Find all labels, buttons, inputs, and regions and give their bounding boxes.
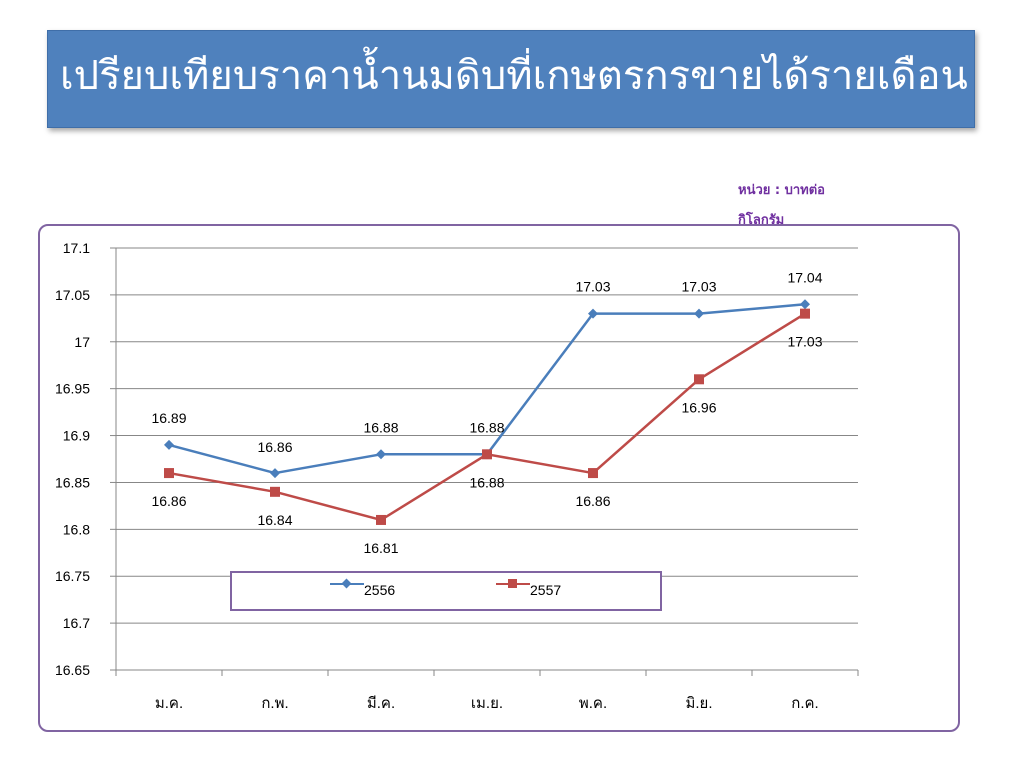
data-label-2557: 17.03: [787, 334, 822, 350]
data-point-2557: [588, 468, 598, 479]
y-tick-label: 16.75: [55, 568, 90, 584]
x-tick-label: มี.ค.: [367, 695, 395, 712]
x-tick-label: ก.ค.: [791, 695, 818, 712]
x-tick-label: มิ.ย.: [685, 695, 712, 712]
data-label-2557: 16.96: [681, 399, 716, 415]
data-point-2557: [270, 486, 280, 497]
x-tick-label: พ.ค.: [579, 695, 607, 712]
y-tick-label: 17.05: [55, 287, 90, 303]
y-tick-label: 16.7: [63, 615, 90, 631]
data-point-2556: [588, 308, 598, 319]
data-label-2557: 16.81: [363, 540, 398, 556]
data-point-2556: [270, 468, 280, 479]
x-tick-label: ก.พ.: [261, 695, 288, 712]
data-label-2556: 16.86: [257, 439, 292, 455]
slide-title: เปรียบเทียบราคาน้ำนมดิบที่เกษตรกรขายได้ร…: [60, 53, 968, 99]
legend-square-icon: [508, 579, 517, 588]
title-banner: เปรียบเทียบราคาน้ำนมดิบที่เกษตรกรขายได้ร…: [47, 30, 975, 128]
x-tick-label: เม.ย.: [471, 695, 503, 712]
legend-diamond-icon: [341, 578, 352, 589]
data-label-2557: 16.84: [257, 512, 292, 528]
data-point-2557: [800, 308, 810, 319]
y-tick-label: 16.95: [55, 381, 90, 397]
data-point-2556: [376, 449, 386, 460]
data-point-2557: [376, 514, 386, 525]
data-label-2557: 16.86: [575, 493, 610, 509]
y-tick-label: 17: [74, 334, 90, 350]
y-tick-label: 16.9: [63, 428, 90, 444]
data-label-2556: 16.88: [363, 419, 398, 435]
data-label-2556: 17.04: [787, 269, 822, 285]
legend-label-2557: 2557: [530, 582, 562, 598]
y-tick-label: 16.65: [55, 662, 90, 678]
chart-legend: 2556 2557: [230, 571, 662, 611]
x-tick-label: ม.ค.: [155, 695, 183, 712]
data-label-2557: 16.86: [151, 493, 186, 509]
y-tick-label: 16.85: [55, 474, 90, 490]
data-label-2556: 16.88: [469, 419, 504, 435]
data-point-2556: [800, 299, 810, 310]
y-tick-label: 16.8: [63, 521, 90, 537]
y-tick-label: 17.1: [63, 240, 90, 256]
data-point-2556: [164, 439, 174, 450]
data-point-2556: [694, 308, 704, 319]
data-point-2557: [694, 374, 704, 385]
data-label-2556: 17.03: [681, 279, 716, 295]
legend-label-2556: 2556: [364, 582, 396, 598]
data-point-2557: [482, 449, 492, 460]
data-label-2557: 16.88: [469, 474, 504, 490]
data-point-2557: [164, 468, 174, 479]
data-label-2556: 17.03: [575, 279, 610, 295]
data-label-2556: 16.89: [151, 410, 186, 426]
unit-label-line1: หน่วย : บาทต่อ: [738, 183, 825, 198]
